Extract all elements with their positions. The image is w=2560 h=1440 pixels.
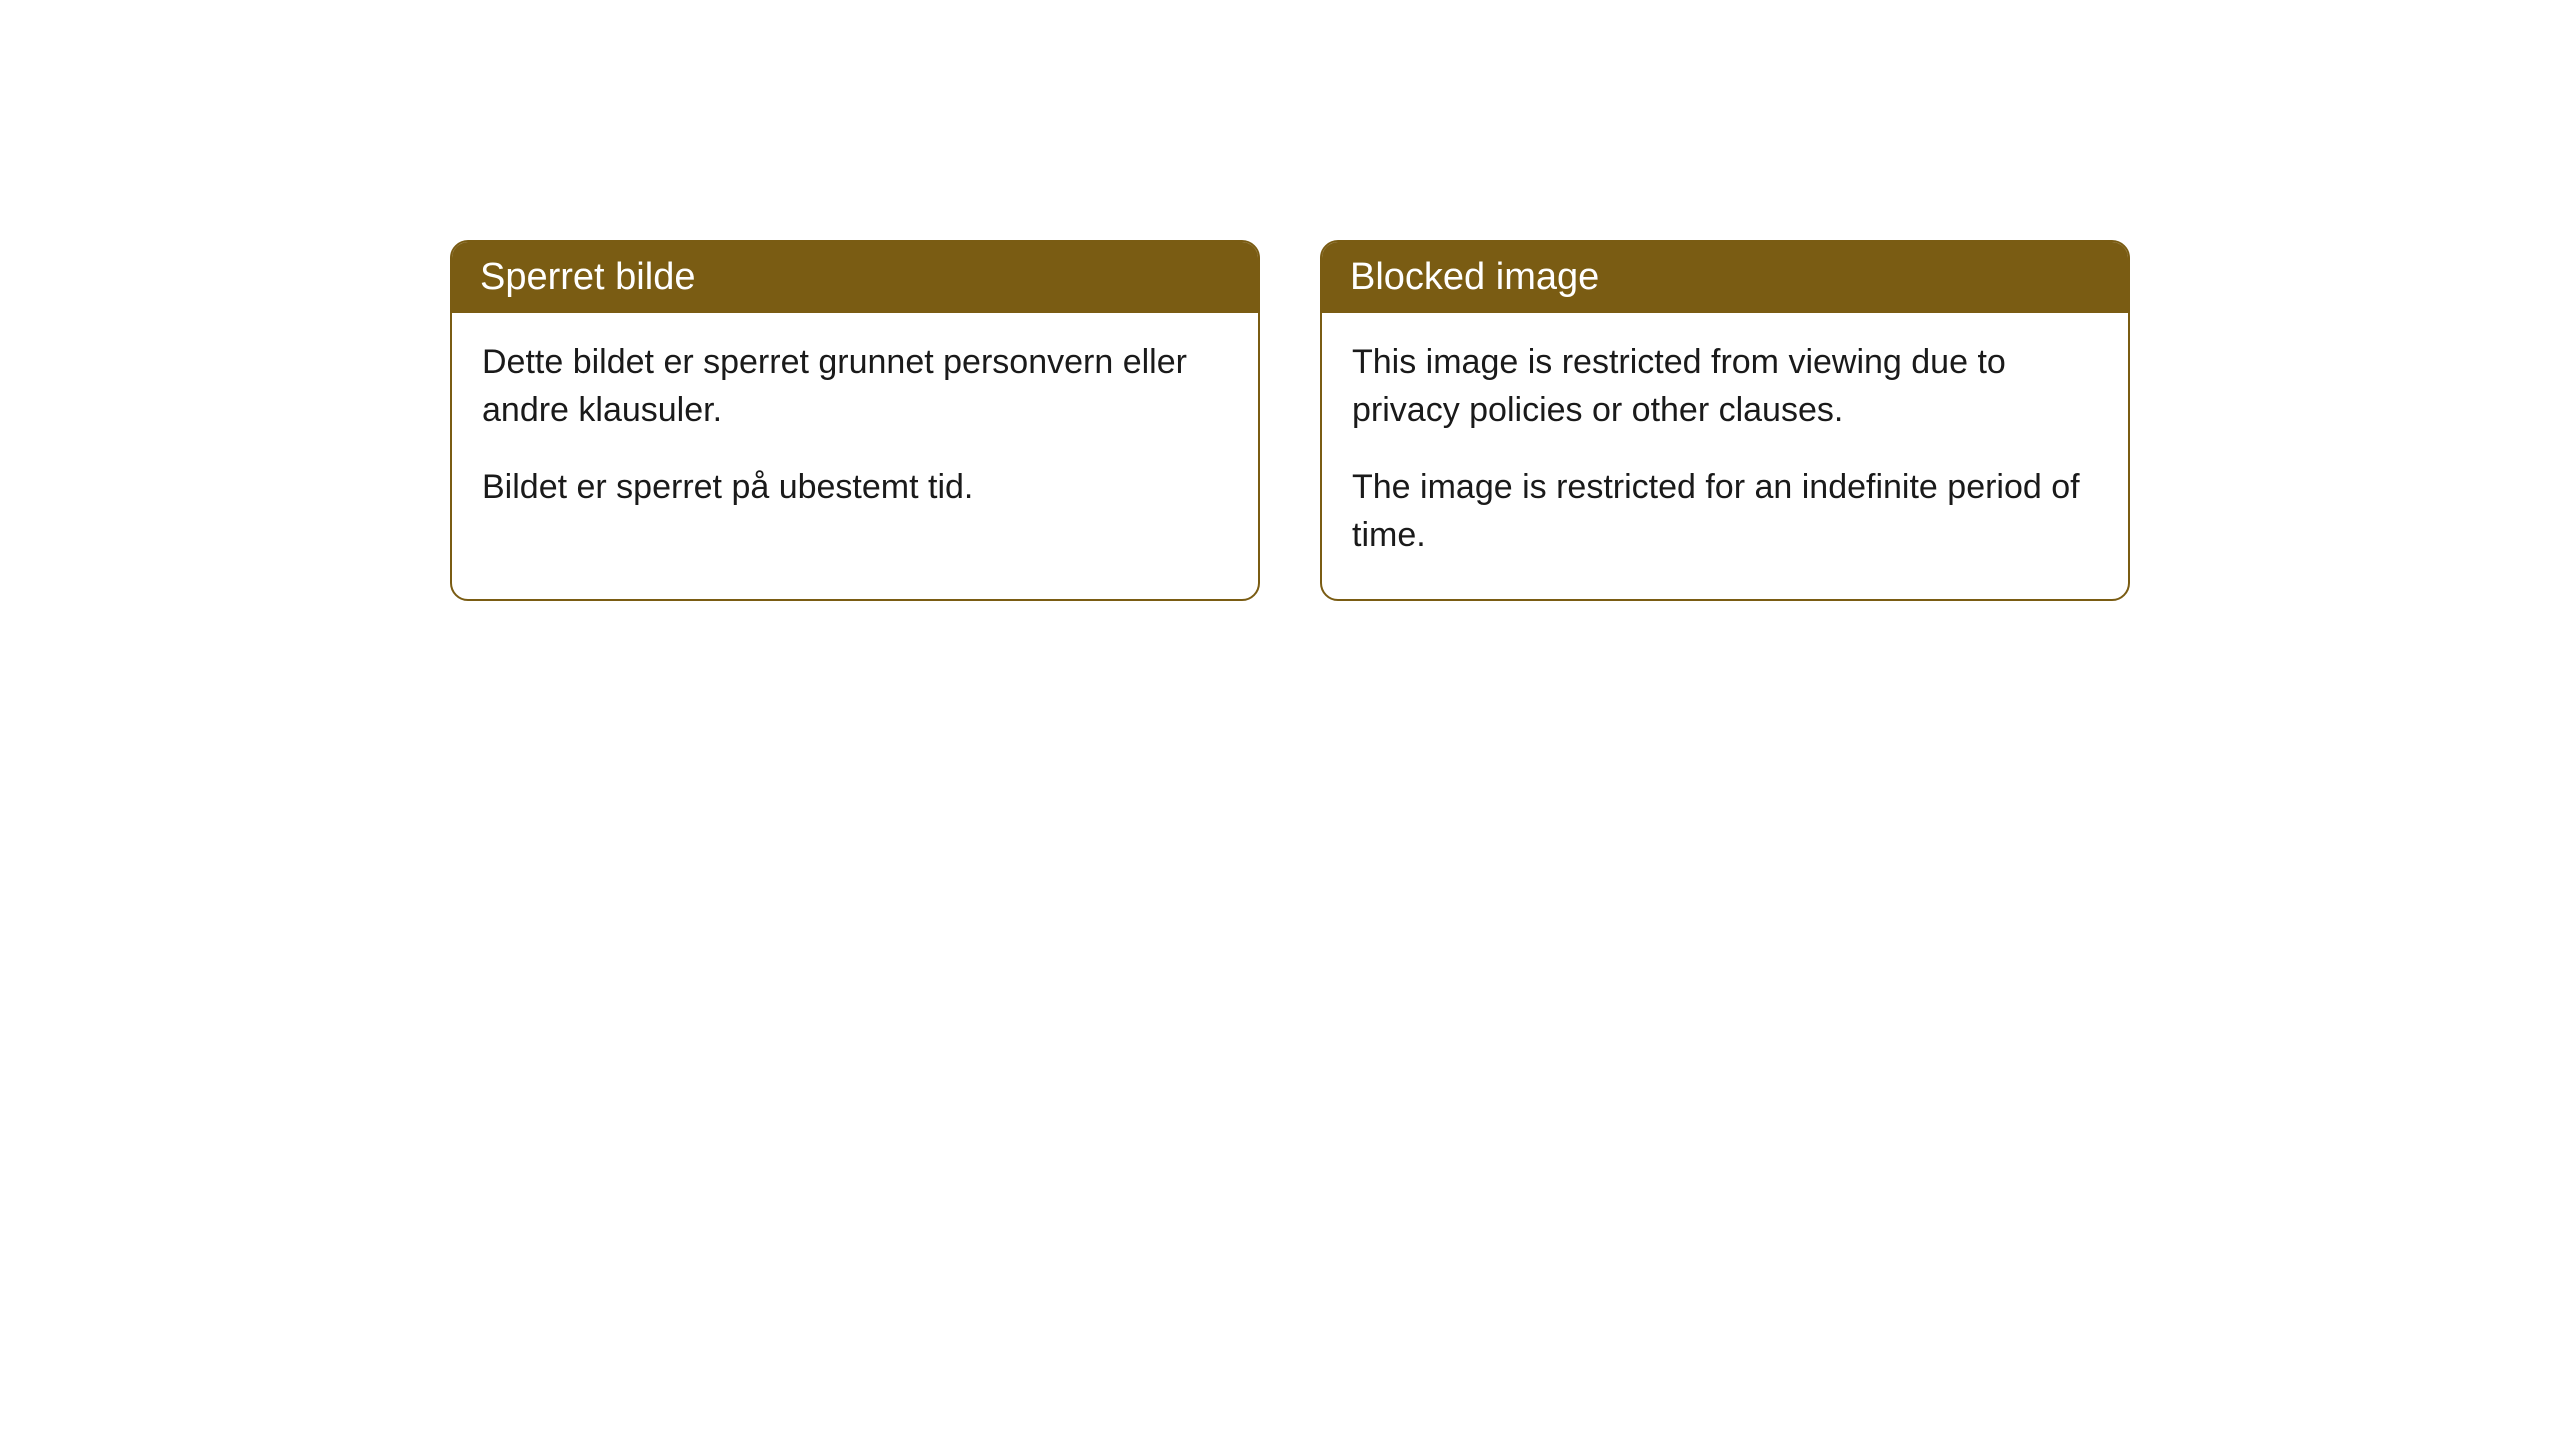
card-header-norwegian: Sperret bilde [452,242,1258,313]
notice-cards-container: Sperret bilde Dette bildet er sperret gr… [450,240,2130,601]
card-title: Blocked image [1350,256,1599,298]
card-paragraph: Dette bildet er sperret grunnet personve… [482,339,1228,434]
blocked-image-card-norwegian: Sperret bilde Dette bildet er sperret gr… [450,240,1260,601]
card-body-english: This image is restricted from viewing du… [1322,313,2128,599]
card-body-norwegian: Dette bildet er sperret grunnet personve… [452,313,1258,552]
card-title: Sperret bilde [480,256,695,298]
card-paragraph: Bildet er sperret på ubestemt tid. [482,464,1228,512]
blocked-image-card-english: Blocked image This image is restricted f… [1320,240,2130,601]
card-paragraph: This image is restricted from viewing du… [1352,339,2098,434]
card-paragraph: The image is restricted for an indefinit… [1352,464,2098,559]
card-header-english: Blocked image [1322,242,2128,313]
